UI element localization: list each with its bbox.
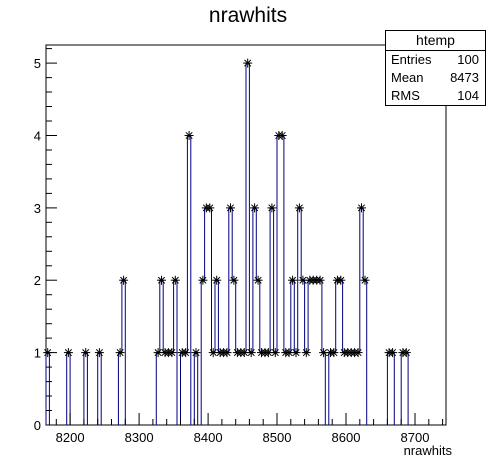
bin-marker <box>291 348 301 358</box>
bin-marker <box>212 275 222 285</box>
stats-value: 104 <box>457 88 479 103</box>
stats-row-mean: Mean 8473 <box>386 69 485 87</box>
bin-marker <box>181 348 191 358</box>
y-tick-label: 0 <box>34 418 41 433</box>
stats-value: 8473 <box>450 70 479 85</box>
x-tick-label: 8600 <box>332 430 361 445</box>
bin-marker <box>226 203 235 213</box>
bin-marker <box>184 131 194 140</box>
bin-marker <box>357 203 366 213</box>
bin-marker <box>250 203 260 213</box>
stats-row-rms: RMS 104 <box>386 87 485 105</box>
stats-box: htemp Entries 100 Mean 8473 RMS 104 <box>385 30 486 106</box>
bin-markers <box>43 58 411 358</box>
bin-marker <box>288 275 298 285</box>
y-tick-label: 3 <box>34 201 41 216</box>
bin-marker <box>153 348 163 358</box>
bin-marker <box>222 348 232 358</box>
bin-marker <box>81 348 91 358</box>
bin-marker <box>388 348 398 358</box>
x-tick-label: 8300 <box>125 430 154 445</box>
bin-marker <box>191 348 201 358</box>
x-tick-label: 8400 <box>194 430 223 445</box>
chart-title: nrawhits <box>208 4 288 27</box>
bin-marker <box>329 348 339 358</box>
bin-marker <box>253 275 263 285</box>
bin-marker <box>315 275 325 285</box>
histogram-outline <box>45 62 409 425</box>
y-axis: 0 1 2 3 4 5 <box>34 48 57 433</box>
stats-label: RMS <box>391 88 420 103</box>
bin-marker <box>301 348 311 358</box>
bin-marker <box>157 275 166 285</box>
bin-marker <box>401 348 411 358</box>
bin-marker <box>167 348 177 358</box>
x-tick-label: 8700 <box>401 430 430 445</box>
bin-marker <box>360 275 370 285</box>
bin-marker <box>229 275 239 285</box>
bin-marker <box>63 348 73 358</box>
y-tick-label: 5 <box>34 56 41 71</box>
x-tick-label: 8500 <box>263 430 292 445</box>
bin-marker <box>294 203 304 213</box>
x-tick-label: 8200 <box>56 430 85 445</box>
bin-marker <box>170 275 180 285</box>
stats-label: Mean <box>391 70 424 85</box>
bin-marker <box>353 348 363 358</box>
y-tick-label: 4 <box>34 129 41 144</box>
bin-marker <box>298 275 308 285</box>
bin-marker <box>205 203 215 213</box>
bin-marker <box>267 203 277 213</box>
bin-marker <box>243 58 253 68</box>
stats-value: 100 <box>457 52 479 67</box>
bin-marker <box>277 131 287 140</box>
bin-marker <box>119 275 129 285</box>
stats-label: Entries <box>391 52 432 67</box>
plot-frame <box>45 44 447 426</box>
y-tick-label: 1 <box>34 346 41 361</box>
x-axis-title: nrawhits <box>403 443 452 458</box>
bin-marker <box>336 275 346 285</box>
bin-marker <box>246 348 256 358</box>
stats-box-title: htemp <box>386 31 485 51</box>
bin-marker <box>115 348 125 358</box>
stats-row-entries: Entries 100 <box>386 51 485 69</box>
bin-marker <box>94 348 104 358</box>
bin-marker <box>270 348 280 358</box>
y-tick-label: 2 <box>34 273 41 288</box>
bin-marker <box>198 275 208 285</box>
x-axis: 8200 8300 8400 8500 8600 8700 <box>56 413 444 445</box>
